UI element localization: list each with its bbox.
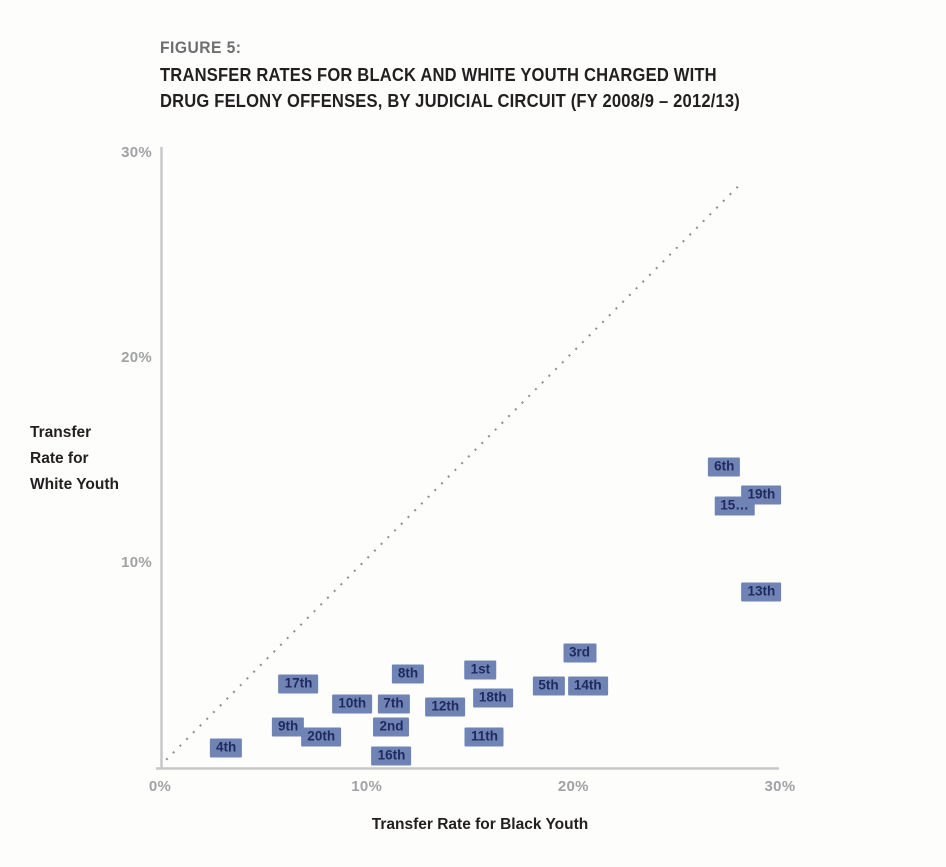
circuit-point-13th: 13th	[741, 582, 782, 602]
circuit-point-7th: 7th	[377, 694, 410, 714]
circuit-point-17th: 17th	[278, 674, 319, 694]
y-tick-label-30: 30%	[121, 144, 152, 161]
circuit-point-14th: 14th	[567, 676, 608, 696]
figure-title-line-2: DRUG FELONY OFFENSES, BY JUDICIAL CIRCUI…	[160, 91, 741, 111]
x-tick-label-10: 10%	[351, 778, 383, 795]
circuit-point-3rd: 3rd	[563, 643, 597, 663]
circuit-point-20th: 20th	[301, 727, 342, 747]
circuit-point-19th: 19th	[741, 485, 782, 505]
circuit-point-6th: 6th	[708, 457, 741, 477]
circuit-point-9th: 9th	[272, 717, 305, 737]
y-tick-label-10: 10%	[121, 554, 152, 571]
y-axis-title: Transfer Rate for White Youth	[30, 420, 119, 498]
circuit-point-5th: 5th	[532, 676, 565, 696]
circuit-point-11th: 11th	[464, 727, 504, 747]
circuit-point-1st: 1st	[464, 660, 497, 680]
y-tick-label-20: 20%	[121, 349, 152, 366]
figure-title-line-1: TRANSFER RATES FOR BLACK AND WHITE YOUTH…	[160, 65, 717, 85]
figure-number: FIGURE 5:	[160, 38, 242, 57]
x-axis-title: Transfer Rate for Black Youth	[371, 816, 589, 833]
circuit-point-10th: 10th	[332, 694, 373, 714]
circuit-point-18th: 18th	[472, 688, 513, 708]
parity-reference-line	[165, 183, 742, 761]
y-axis-title-line: White Youth	[30, 476, 119, 493]
x-tick-label-0: 0%	[148, 778, 172, 795]
circuit-point-2nd: 2nd	[373, 717, 410, 737]
figure-title: TRANSFER RATES FOR BLACK AND WHITE YOUTH…	[160, 62, 740, 114]
circuit-point-4th: 4th	[210, 738, 243, 757]
y-axis-title-line: Rate for	[30, 450, 89, 467]
x-tick-label-30: 30%	[764, 778, 796, 795]
x-tick-label-20: 20%	[557, 778, 589, 795]
y-axis-title-line: Transfer	[30, 424, 92, 441]
circuit-point-8th: 8th	[391, 664, 425, 684]
circuit-point-12th: 12th	[425, 697, 466, 716]
circuit-point-16th: 16th	[371, 746, 412, 766]
